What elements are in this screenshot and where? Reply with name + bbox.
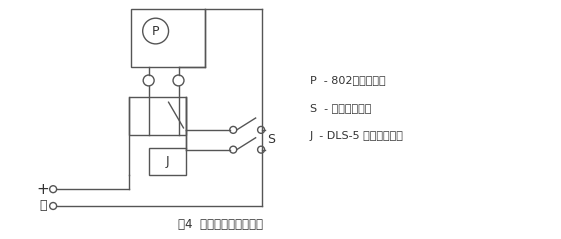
Bar bbox=[149, 148, 186, 175]
Bar bbox=[131, 9, 205, 67]
Text: －: － bbox=[39, 200, 47, 212]
Circle shape bbox=[230, 126, 237, 133]
Circle shape bbox=[143, 75, 154, 86]
Circle shape bbox=[50, 202, 57, 209]
Text: S: S bbox=[267, 133, 275, 146]
Bar bbox=[129, 97, 186, 135]
Circle shape bbox=[173, 75, 184, 86]
Circle shape bbox=[230, 146, 237, 153]
Text: J: J bbox=[165, 155, 169, 168]
Text: P  - 802数字毫秒表: P - 802数字毫秒表 bbox=[310, 76, 385, 86]
Circle shape bbox=[142, 18, 168, 44]
Text: P: P bbox=[152, 25, 159, 38]
Circle shape bbox=[257, 126, 265, 133]
Circle shape bbox=[50, 186, 57, 193]
Circle shape bbox=[257, 146, 265, 153]
Text: 图4  动作时间检验线路图: 图4 动作时间检验线路图 bbox=[178, 218, 263, 231]
Text: J  - DLS-5 双位置继电器: J - DLS-5 双位置继电器 bbox=[310, 131, 404, 141]
Text: S  - 双刀双掷开关: S - 双刀双掷开关 bbox=[310, 103, 371, 113]
Text: +: + bbox=[37, 182, 49, 197]
